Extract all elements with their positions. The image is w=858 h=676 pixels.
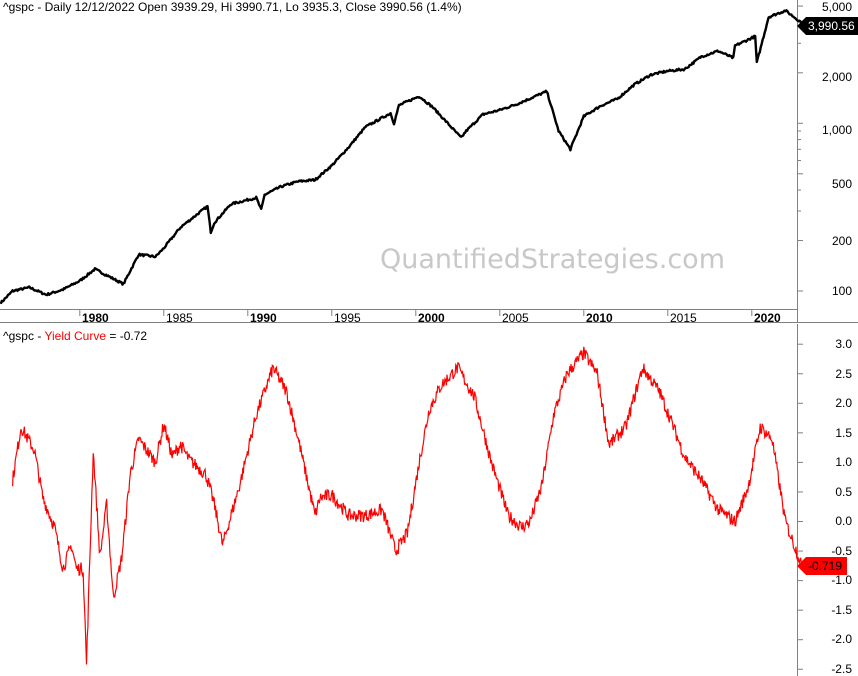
price-axis-label-100: 100 (831, 284, 852, 298)
yield-axis-label-neg2.5: -2.5 (831, 662, 852, 676)
top-y-ticks (797, 5, 803, 292)
watermark: QuantifiedStrategies.com (380, 244, 726, 275)
x-label-2005: 2005 (502, 311, 529, 325)
x-label-1985: 1985 (166, 311, 193, 325)
price-axis-label-1000: 1,000 (821, 123, 852, 137)
price-tag-shape (797, 17, 858, 35)
yield-axis-label-2.5: 2.5 (835, 367, 852, 381)
yield-axis-label-neg0.5: -0.5 (831, 544, 852, 558)
last-yield-tag: -0.719 (808, 559, 843, 573)
x-label-2000: 2000 (418, 311, 445, 325)
indicator-symbol: ^gspc - (3, 329, 45, 343)
bottom-y-ticks (797, 343, 803, 670)
yield-axis-label-0.5: 0.5 (835, 485, 852, 499)
yield-axis-label-neg2.0: -2.0 (831, 632, 852, 646)
x-label-1995: 1995 (334, 311, 361, 325)
yield-axis-label-1.0: 1.0 (835, 455, 852, 469)
yield-axis-label-0.0: 0.0 (835, 514, 852, 528)
last-price-tag: 3,990.56 (808, 19, 855, 33)
indicator-pane-title: ^gspc - Yield Curve = -0.72 (3, 329, 147, 343)
price-axis-label-2000: 2,000 (821, 70, 852, 84)
x-label-2010: 2010 (586, 311, 613, 325)
yield-axis-label-neg1.5: -1.5 (831, 603, 852, 617)
indicator-name: Yield Curve (44, 329, 107, 343)
yield-axis-label-3.0: 3.0 (835, 337, 852, 351)
sp500-price-line (0, 9, 803, 305)
price-pane-title: ^gspc - Daily 12/12/2022 Open 3939.29, H… (3, 0, 462, 14)
x-label-2015: 2015 (670, 311, 697, 325)
x-ticks (79, 310, 753, 316)
x-label-1990: 1990 (250, 311, 277, 325)
x-label-1980: 1980 (82, 311, 109, 325)
indicator-value: = -0.72 (106, 329, 148, 343)
yield-curve-line (12, 346, 802, 665)
yield-axis-label-neg1.0: -1.0 (831, 573, 852, 587)
yield-tag-shape (797, 557, 847, 575)
x-label-2020: 2020 (754, 311, 781, 325)
price-axis-label-500: 500 (831, 177, 852, 191)
yield-axis-label-1.5: 1.5 (835, 426, 852, 440)
price-axis-label-200: 200 (831, 234, 852, 248)
price-axis-label-5000: 5,000 (821, 0, 852, 14)
yield-axis-label-2.0: 2.0 (835, 396, 852, 410)
